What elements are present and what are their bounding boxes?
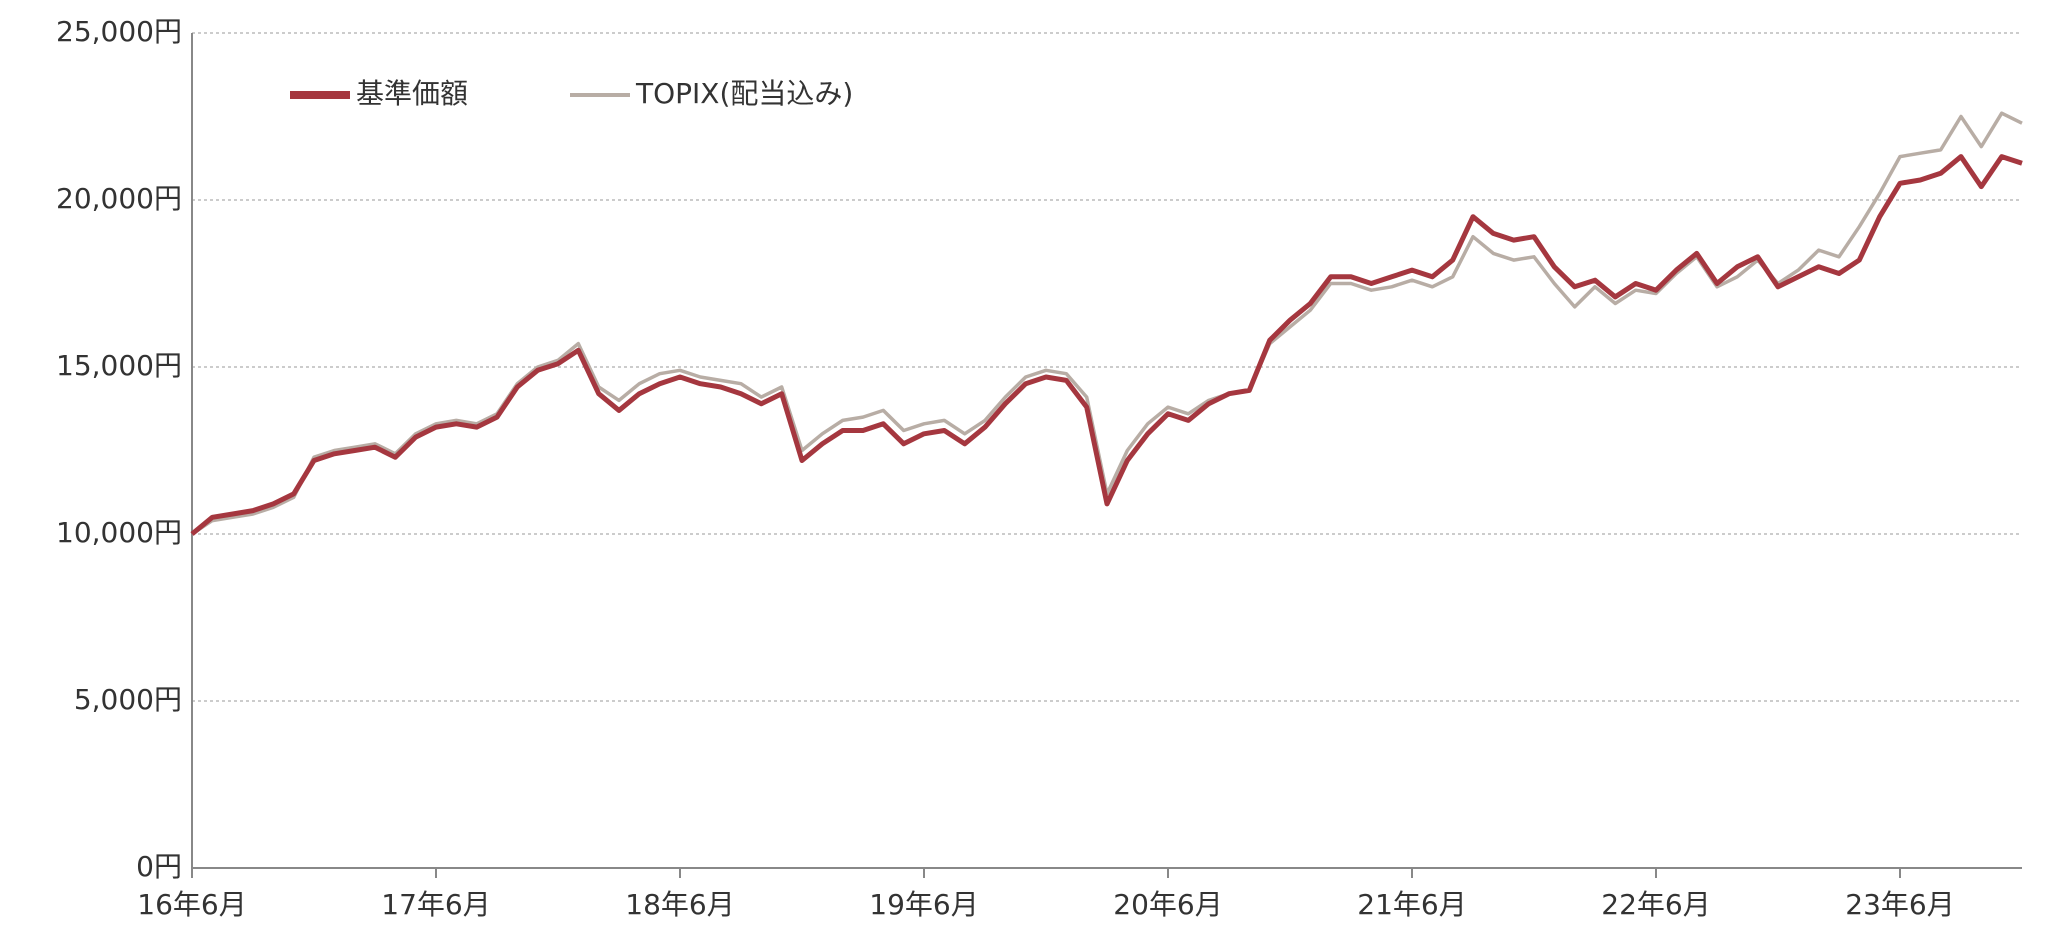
- x-tick-label: 22年6月: [1601, 888, 1710, 921]
- legend-label: 基準価額: [356, 77, 468, 110]
- x-tick-label: 20年6月: [1113, 888, 1222, 921]
- legend-label: TOPIX(配当込み): [635, 77, 853, 110]
- y-tick-label: 5,000円: [74, 683, 182, 716]
- x-tick-label: 21年6月: [1357, 888, 1466, 921]
- series-line: [191, 111, 2023, 536]
- y-tick-label: 0円: [136, 850, 182, 883]
- series-line: [190, 154, 2023, 536]
- y-tick-label: 15,000円: [56, 349, 182, 382]
- x-tick-label: 18年6月: [625, 888, 734, 921]
- x-tick-label: 19年6月: [869, 888, 978, 921]
- x-tick-label: 23年6月: [1845, 888, 1954, 921]
- x-tick-label: 16年6月: [137, 888, 246, 921]
- y-tick-label: 20,000円: [56, 182, 182, 215]
- x-tick-label: 17年6月: [381, 888, 490, 921]
- y-tick-label: 25,000円: [56, 15, 182, 48]
- y-tick-label: 10,000円: [56, 516, 182, 549]
